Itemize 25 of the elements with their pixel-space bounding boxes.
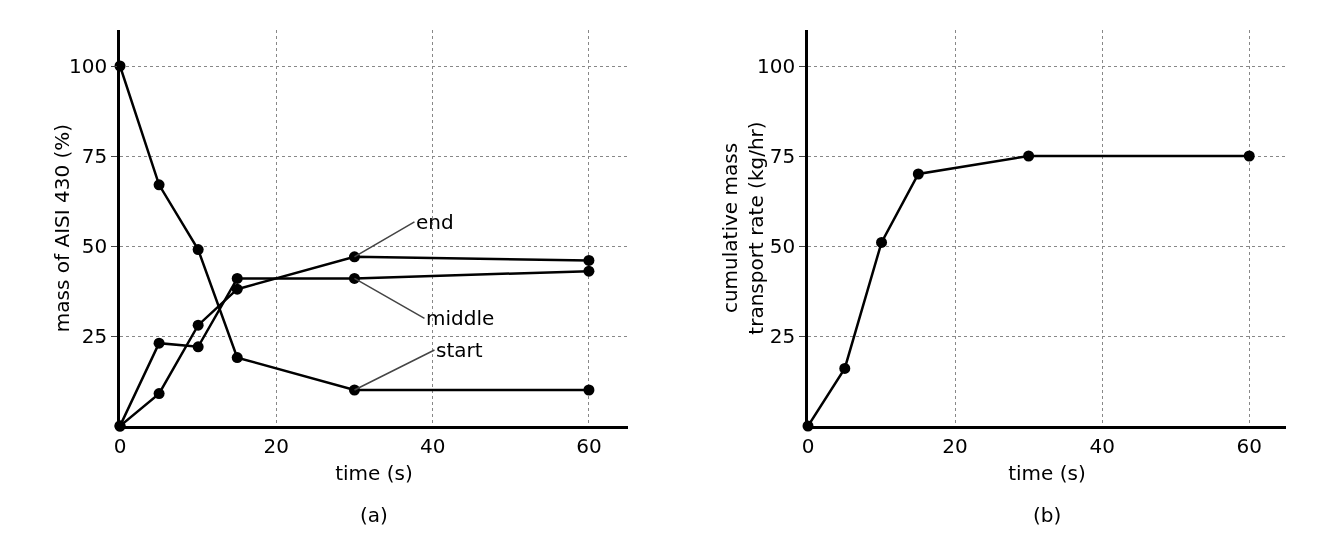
x-tick-label: 40 — [1089, 433, 1115, 458]
text: (b) — [1033, 503, 1062, 527]
x-axis-title: time (s) — [335, 461, 413, 486]
x-tick-label: 20 — [263, 433, 290, 458]
x-tick-label: 0 — [113, 433, 127, 458]
x-tick-label: 60 — [1236, 433, 1262, 458]
series-label: start — [436, 338, 483, 362]
y-axis-title: cumulative mass transport rate (kg/hr) — [717, 121, 768, 335]
y-axis-title: mass of AISI 430 (%) — [49, 123, 74, 333]
y-tick-label: 50 — [769, 234, 796, 258]
y-tick-label: 75 — [81, 144, 108, 168]
x-tick-label: 60 — [576, 433, 602, 458]
y-tick-label: 25 — [769, 324, 796, 348]
x-tick-label: 0 — [801, 433, 815, 458]
y-tick-label: 25 — [81, 324, 108, 348]
y-tick-label: 100 — [757, 54, 796, 78]
y-tick-label: 50 — [81, 234, 108, 258]
y-tick-label: 75 — [769, 144, 796, 168]
x-axis-title: time (s) — [1008, 461, 1086, 486]
series-label: end — [416, 210, 454, 234]
x-tick-label: 40 — [419, 433, 446, 458]
text: (a) — [360, 503, 388, 527]
series-label: middle — [426, 306, 495, 330]
x-tick-label: 20 — [942, 433, 968, 458]
y-tick-label: 100 — [69, 54, 108, 78]
